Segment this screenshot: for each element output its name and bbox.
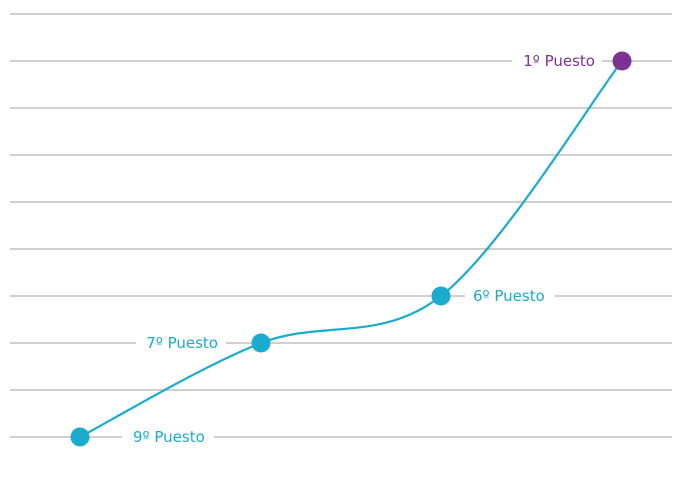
label-background xyxy=(122,427,214,447)
point-label: 1º Puesto xyxy=(523,52,595,70)
trend-line xyxy=(79,60,623,438)
label-background xyxy=(136,333,226,353)
data-point xyxy=(431,286,451,306)
label-background xyxy=(512,51,602,71)
data-point xyxy=(70,427,90,447)
data-point xyxy=(612,51,632,71)
gridlines xyxy=(10,13,672,438)
point-label: 7º Puesto xyxy=(146,334,218,352)
point-label: 6º Puesto xyxy=(473,287,545,305)
data-points: 9º Puesto 7º Puesto 6º Puesto 1º Puesto xyxy=(70,51,632,447)
label-background xyxy=(465,286,555,306)
data-point xyxy=(251,333,271,353)
point-label: 9º Puesto xyxy=(133,428,205,446)
